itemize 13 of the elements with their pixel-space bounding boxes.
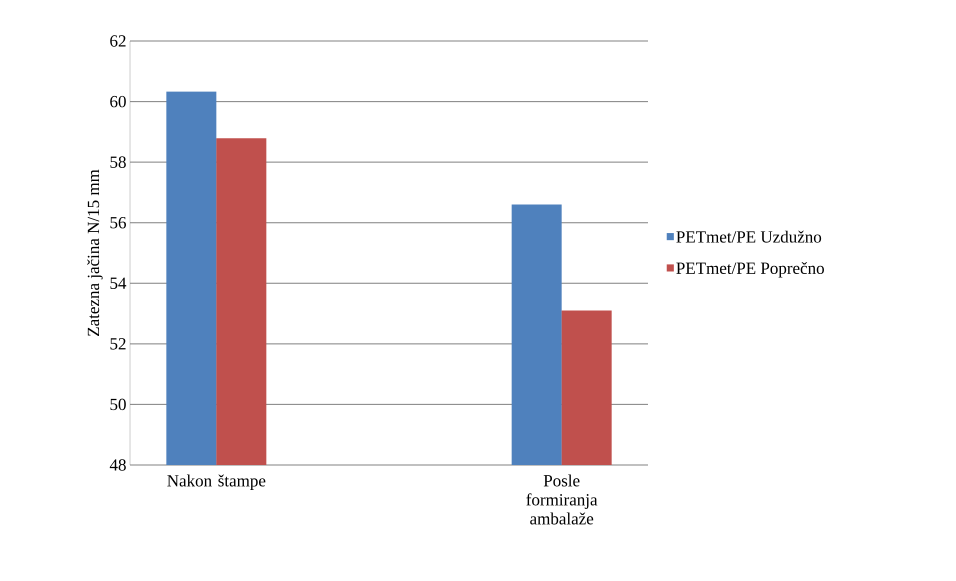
y-tick-label: 62: [110, 35, 126, 47]
y-tick-label: 56: [110, 216, 126, 228]
legend-label: PETmet/PE Uzdužno: [676, 230, 822, 243]
y-tick-label: 48: [110, 459, 126, 471]
x-tick-label: Posle formiranja ambalaže: [526, 474, 598, 524]
y-tick-label: 58: [110, 156, 126, 168]
legend-label: PETmet/PE Poprečno: [676, 262, 824, 278]
y-tick-label: 54: [110, 278, 126, 289]
y-tick-label: 52: [110, 338, 126, 350]
y-axis-title: Zatezna jačina N/15 mm: [87, 169, 103, 336]
x-tick-label: Nakon štampe: [167, 474, 266, 490]
y-tick-label: 50: [110, 398, 126, 410]
y-tick-label: 60: [110, 96, 126, 108]
